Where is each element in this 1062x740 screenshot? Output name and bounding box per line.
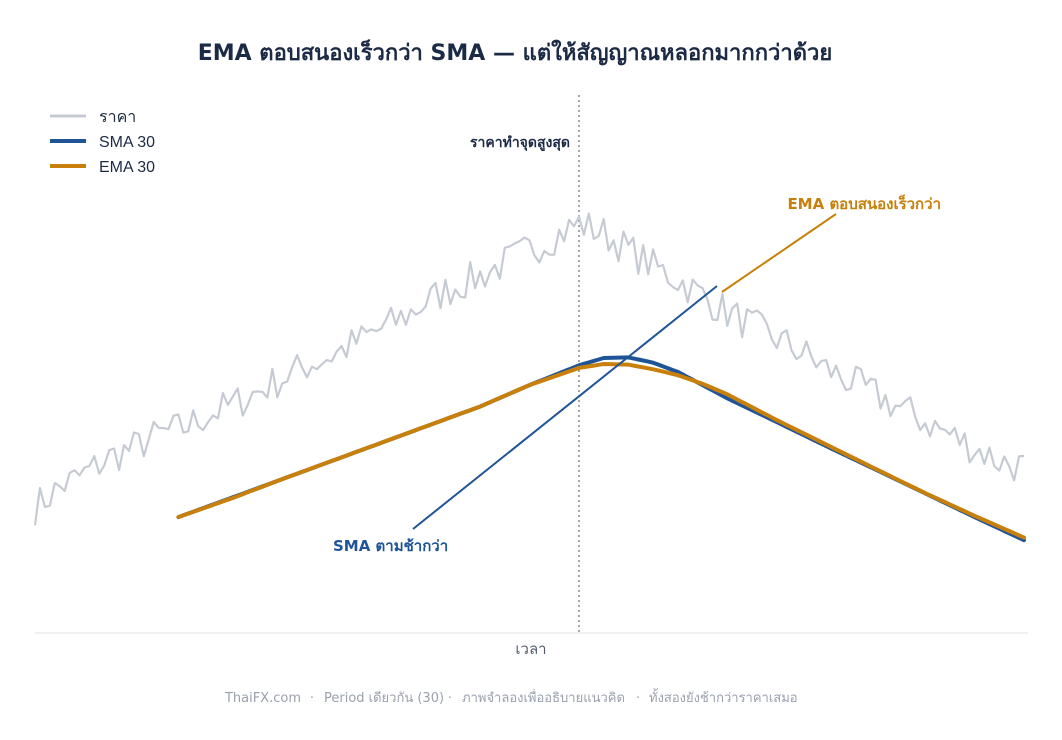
chart-title: EMA ตอบสนองเร็วกว่า SMA — แต่ให้สัญญาณหล…: [198, 38, 833, 66]
sma-annotation-arrow: [412, 285, 718, 530]
footer-caption: ทั้งสองยังช้ากว่าราคาเสมอ: [649, 688, 798, 706]
sma-annotation-label: SMA ตามช้ากว่า: [333, 537, 448, 555]
ema-annotation-arrow: [721, 213, 837, 293]
legend-label-sma: SMA 30: [99, 134, 155, 151]
footer-note: ภาพจำลองเพื่ออธิบายแนวคิด: [462, 689, 625, 706]
legend-label-ema: EMA 30: [99, 159, 155, 176]
sma-series-line: [176, 355, 1026, 543]
peak-label: ราคาทำจุดสูงสุด: [470, 135, 570, 151]
footer-separator-3: ·: [636, 691, 640, 706]
legend: ราคา SMA 30 EMA 30: [50, 109, 155, 176]
price-series-line: [33, 212, 1025, 526]
footer-site: ThaiFX.com: [224, 691, 301, 706]
footer-period: Period เดียวกัน (30): [324, 690, 444, 706]
footer-separator-1: ·: [310, 691, 314, 706]
ema-series-line: [176, 362, 1026, 540]
x-axis-label: เวลา: [515, 640, 546, 658]
legend-label-price: ราคา: [99, 109, 136, 126]
ema-annotation-label: EMA ตอบสนองเร็วกว่า: [787, 194, 941, 213]
footer-separator-2: ·: [448, 691, 452, 706]
